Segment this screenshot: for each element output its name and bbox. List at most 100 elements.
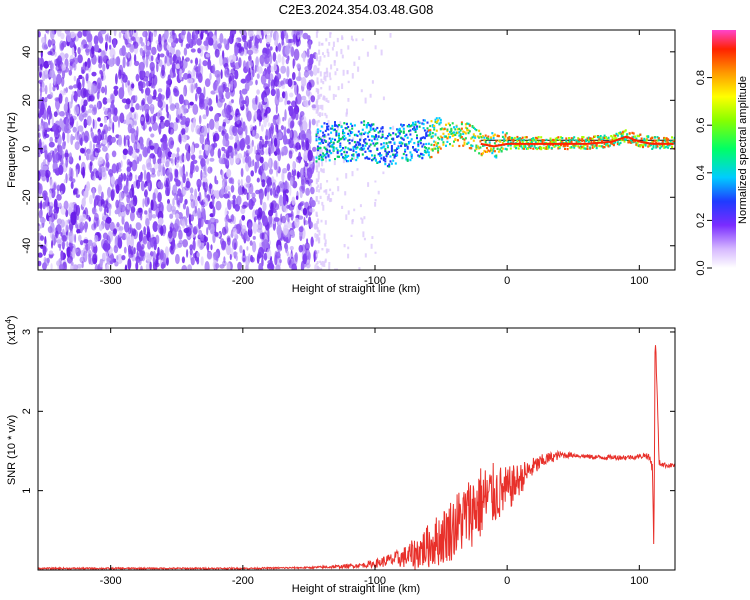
noise-speckle [57, 55, 62, 66]
noise-speckle [44, 169, 51, 178]
noise-speckle [169, 103, 176, 111]
noise-speckle [130, 131, 136, 144]
signal-cell [382, 159, 385, 162]
noise-speckle [151, 214, 157, 219]
noise-speckle [218, 125, 222, 133]
fade-speckle [363, 216, 366, 220]
signal-cell [480, 136, 483, 139]
fade-speckle [316, 234, 319, 241]
noise-speckle [247, 30, 254, 37]
signal-cell [474, 136, 477, 139]
signal-cell [404, 135, 407, 138]
fade-speckle [345, 214, 348, 220]
noise-speckle [94, 43, 99, 53]
noise-speckle [98, 156, 104, 165]
signal-cell [416, 127, 418, 130]
noise-speckle [190, 233, 196, 238]
noise-speckle [301, 95, 307, 101]
noise-speckle [194, 205, 197, 214]
noise-speckle [92, 118, 95, 129]
signal-cell [316, 130, 319, 134]
signal-cell [427, 151, 430, 154]
signal-cell [367, 135, 370, 138]
noise-speckle [50, 30, 55, 40]
noise-speckle [230, 99, 234, 104]
noise-speckle [43, 113, 47, 120]
noise-speckle [122, 74, 128, 83]
signal-cell [443, 135, 446, 138]
signal-cell [505, 132, 508, 135]
signal-cell [396, 151, 399, 154]
noise-speckle [145, 217, 150, 227]
noise-speckle [214, 30, 217, 36]
noise-speckle [282, 194, 287, 206]
fade-speckle [342, 69, 345, 76]
signal-cell [419, 139, 422, 142]
fade-speckle [323, 261, 326, 267]
noise-speckle [51, 240, 53, 249]
signal-cell [495, 156, 498, 159]
noise-speckle [308, 40, 312, 50]
noise-speckle [277, 81, 282, 88]
noise-speckle [118, 69, 122, 80]
noise-speckle [38, 252, 43, 258]
signal-cell [486, 147, 488, 150]
noise-speckle [312, 146, 317, 152]
signal-cell [516, 140, 519, 143]
noise-speckle [215, 180, 219, 185]
noise-speckle [202, 176, 208, 183]
fade-speckle [371, 80, 374, 84]
signal-cell [595, 147, 598, 150]
fade-speckle [320, 78, 323, 83]
noise-speckle [80, 44, 84, 51]
noise-speckle [226, 244, 231, 256]
signal-cell [340, 125, 343, 129]
signal-cell [439, 128, 442, 131]
noise-speckle [83, 99, 88, 107]
noise-speckle [143, 169, 147, 181]
signal-cell [382, 145, 385, 148]
signal-cell [379, 154, 381, 157]
fade-speckle [324, 239, 327, 245]
signal-cell [344, 137, 347, 140]
signal-cell [484, 140, 487, 144]
noise-speckle [40, 235, 44, 241]
signal-cell [373, 138, 376, 141]
noise-speckle [283, 181, 290, 192]
signal-cell [364, 131, 367, 134]
noise-speckle [196, 239, 202, 248]
signal-cell [319, 137, 322, 141]
signal-cell [421, 122, 424, 125]
noise-speckle [305, 140, 310, 151]
noise-speckle [57, 243, 62, 248]
signal-cell [431, 149, 434, 152]
noise-speckle [75, 193, 81, 198]
signal-cell [560, 136, 562, 139]
signal-cell [406, 125, 409, 128]
signal-cell [550, 140, 553, 143]
noise-speckle [305, 89, 311, 97]
signal-cell [367, 147, 370, 150]
signal-cell [334, 123, 336, 126]
signal-cell [326, 123, 329, 126]
signal-cell [423, 119, 426, 122]
signal-cell [372, 128, 375, 131]
signal-cell [511, 138, 514, 141]
noise-speckle [219, 33, 224, 44]
signal-cell [504, 147, 507, 150]
noise-speckle [53, 111, 58, 118]
signal-peak-line [480, 135, 674, 148]
signal-cell [528, 144, 531, 147]
signal-cell [504, 136, 507, 139]
noise-speckle [167, 230, 173, 239]
noise-speckle [190, 163, 196, 174]
fade-speckle [319, 260, 322, 263]
noise-speckle [310, 238, 314, 244]
signal-cell [360, 147, 363, 150]
noise-speckle [192, 159, 198, 164]
noise-speckle [213, 251, 219, 261]
noise-speckle [66, 255, 73, 264]
noise-speckle [113, 58, 116, 65]
fade-speckle [364, 97, 367, 104]
chart-title: C2E3.2024.354.03.48.G08 [279, 2, 434, 17]
